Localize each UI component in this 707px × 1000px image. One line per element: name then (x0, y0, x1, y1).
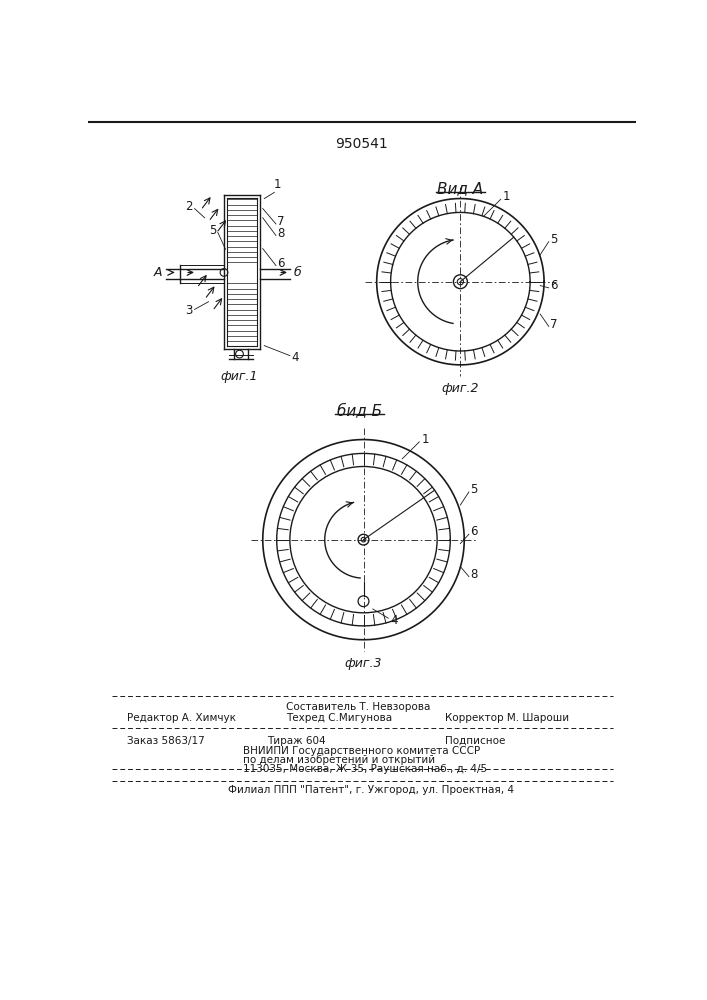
Text: 5: 5 (470, 483, 478, 496)
Text: 7: 7 (550, 318, 558, 331)
Text: фиг.2: фиг.2 (442, 382, 479, 395)
Text: Составитель Т. Невзорова: Составитель Т. Невзорова (286, 702, 431, 712)
Text: 4: 4 (291, 351, 299, 364)
Text: Подписное: Подписное (445, 736, 506, 746)
Text: 113035, Москва, Ж-35, Раушская наб., д. 4/5: 113035, Москва, Ж-35, Раушская наб., д. … (243, 764, 488, 774)
Text: 5: 5 (550, 233, 558, 246)
Text: б: б (293, 266, 301, 279)
Text: Вид A: Вид A (438, 182, 484, 197)
Text: 1: 1 (274, 178, 281, 191)
Text: 5: 5 (209, 224, 216, 237)
Text: Техред С.Мигунова: Техред С.Мигунова (286, 713, 392, 723)
Text: фиг.1: фиг.1 (221, 370, 258, 383)
Text: 3: 3 (185, 304, 193, 317)
Text: 8: 8 (470, 568, 478, 581)
Text: 1: 1 (503, 190, 510, 204)
Text: Корректор М. Шароши: Корректор М. Шароши (445, 713, 569, 723)
Text: 6: 6 (470, 525, 478, 538)
Text: 6: 6 (277, 257, 285, 270)
Text: по делам изобретений и открытий: по делам изобретений и открытий (243, 755, 436, 765)
Text: 8: 8 (277, 227, 285, 240)
Text: ВНИИПИ Государственного комитета СССР: ВНИИПИ Государственного комитета СССР (243, 746, 481, 756)
Text: бид Б: бид Б (337, 403, 382, 418)
Text: 4: 4 (391, 614, 398, 627)
Text: 950541: 950541 (336, 137, 388, 151)
Text: Редактор А. Химчук: Редактор А. Химчук (127, 713, 236, 723)
Text: Заказ 5863/17: Заказ 5863/17 (127, 736, 205, 746)
Text: А: А (153, 266, 162, 279)
Text: Филиал ППП "Патент", г. Ужгород, ул. Проектная, 4: Филиал ППП "Патент", г. Ужгород, ул. Про… (228, 785, 514, 795)
Text: 6: 6 (550, 279, 558, 292)
Text: Тираж 604: Тираж 604 (267, 736, 325, 746)
Text: фиг.3: фиг.3 (345, 657, 382, 670)
Text: 7: 7 (277, 215, 285, 228)
Text: 2: 2 (185, 200, 193, 213)
Text: 1: 1 (421, 433, 429, 446)
